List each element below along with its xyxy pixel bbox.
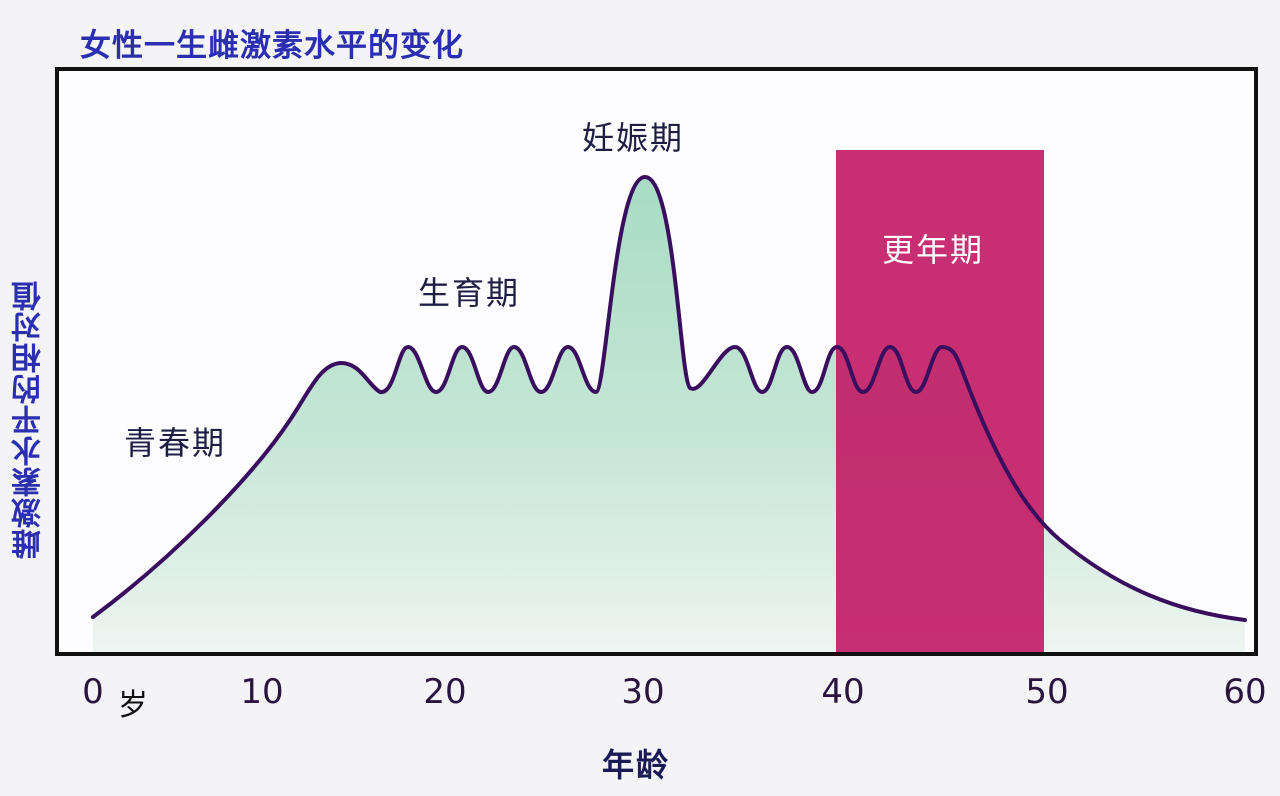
label-puberty: 青春期 xyxy=(124,424,227,462)
x-tick-30: 30 xyxy=(621,672,665,712)
x-axis-label: 年龄 xyxy=(602,746,671,784)
chart-title: 女性一生雌激素水平的变化 xyxy=(80,28,464,64)
x-tick-40: 40 xyxy=(821,672,865,712)
menopause-band xyxy=(836,150,1044,652)
hormone-curve xyxy=(91,175,1247,622)
x-tick-50: 50 xyxy=(1025,672,1069,712)
x-tick-0: 0 xyxy=(82,672,104,712)
label-reproductive: 生育期 xyxy=(418,274,521,312)
x-tick-60: 60 xyxy=(1223,672,1267,712)
label-menopause: 更年期 xyxy=(882,231,985,269)
x-unit-label: 岁 xyxy=(118,688,148,723)
label-pregnancy: 妊娠期 xyxy=(582,119,685,157)
plot-border xyxy=(55,67,1258,656)
x-tick-20: 20 xyxy=(423,672,467,712)
x-tick-10: 10 xyxy=(240,672,284,712)
